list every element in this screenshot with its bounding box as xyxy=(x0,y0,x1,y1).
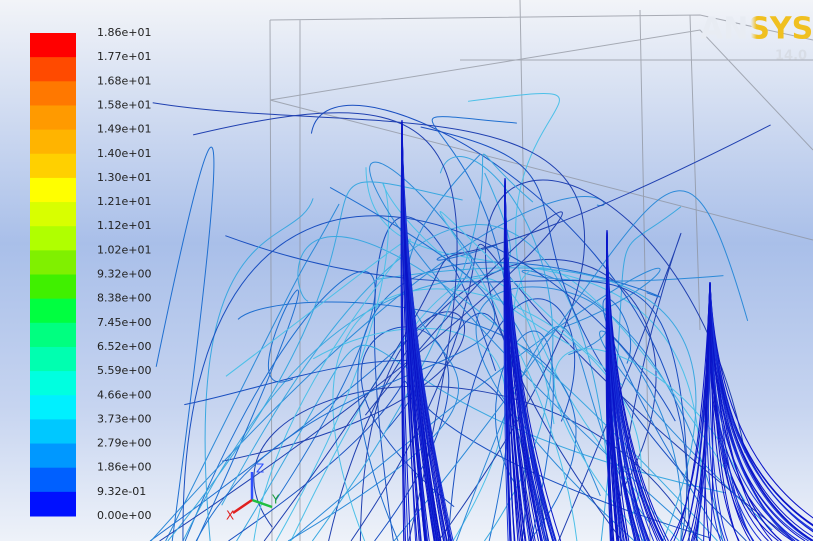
legend-label: 4.66e+00 xyxy=(97,388,151,401)
legend-label: 0.00e+00 xyxy=(97,509,151,522)
legend-swatch xyxy=(30,492,76,517)
legend-label: 1.58e+01 xyxy=(97,98,151,111)
y-label: Y xyxy=(271,493,280,507)
legend-label: 1.40e+01 xyxy=(97,147,151,160)
legend-swatch xyxy=(30,154,76,179)
legend-label: 2.79e+00 xyxy=(97,437,151,450)
legend-label: 1.86e+00 xyxy=(97,461,151,474)
legend-label: 1.49e+01 xyxy=(97,123,151,136)
logo: ANSYS xyxy=(700,12,813,47)
viewport: 1.86e+01 1.77e+01 1.68e+01 1.58e+01 1.49e+01… xyxy=(0,0,813,541)
legend-label: 5.59e+00 xyxy=(97,364,151,377)
legend-label: 9.32e+00 xyxy=(97,268,151,281)
legend-swatch xyxy=(30,347,76,372)
legend-swatch xyxy=(30,468,76,493)
legend-swatch xyxy=(30,57,76,82)
legend-swatch xyxy=(30,395,76,420)
legend-swatch xyxy=(30,33,76,58)
legend-swatch xyxy=(30,275,76,300)
legend-swatch xyxy=(30,299,76,324)
legend-swatch xyxy=(30,105,76,130)
legend-swatch xyxy=(30,323,76,348)
legend-label: 1.30e+01 xyxy=(97,171,151,184)
legend-label: 1.21e+01 xyxy=(97,195,151,208)
legend-swatch xyxy=(30,371,76,396)
legend-swatch xyxy=(30,130,76,155)
logo-version: 14.0 xyxy=(775,49,807,64)
legend-swatch xyxy=(30,81,76,106)
x-label: X xyxy=(226,509,234,523)
legend-swatch xyxy=(30,419,76,444)
legend-label: 1.86e+01 xyxy=(97,26,151,39)
legend-label: 9.32e-01 xyxy=(97,485,146,498)
legend-label: 7.45e+00 xyxy=(97,316,151,329)
legend-swatch xyxy=(30,250,76,275)
z-label: Z xyxy=(256,462,264,476)
legend-label: 8.38e+00 xyxy=(97,292,151,305)
legend-swatch xyxy=(30,202,76,227)
legend-label: 1.02e+01 xyxy=(97,243,151,256)
legend-label: 3.73e+00 xyxy=(97,412,151,425)
legend-swatch xyxy=(30,178,76,203)
page: 1.86e+01 1.77e+01 1.68e+01 1.58e+01 1.49e+01… xyxy=(0,0,813,541)
legend-label: 1.68e+01 xyxy=(97,74,151,87)
legend-label: 1.12e+01 xyxy=(97,219,151,232)
legend-label: 1.77e+01 xyxy=(97,50,151,63)
legend-swatch xyxy=(30,226,76,251)
legend-swatch xyxy=(30,444,76,469)
legend-label: 6.52e+00 xyxy=(97,340,151,353)
